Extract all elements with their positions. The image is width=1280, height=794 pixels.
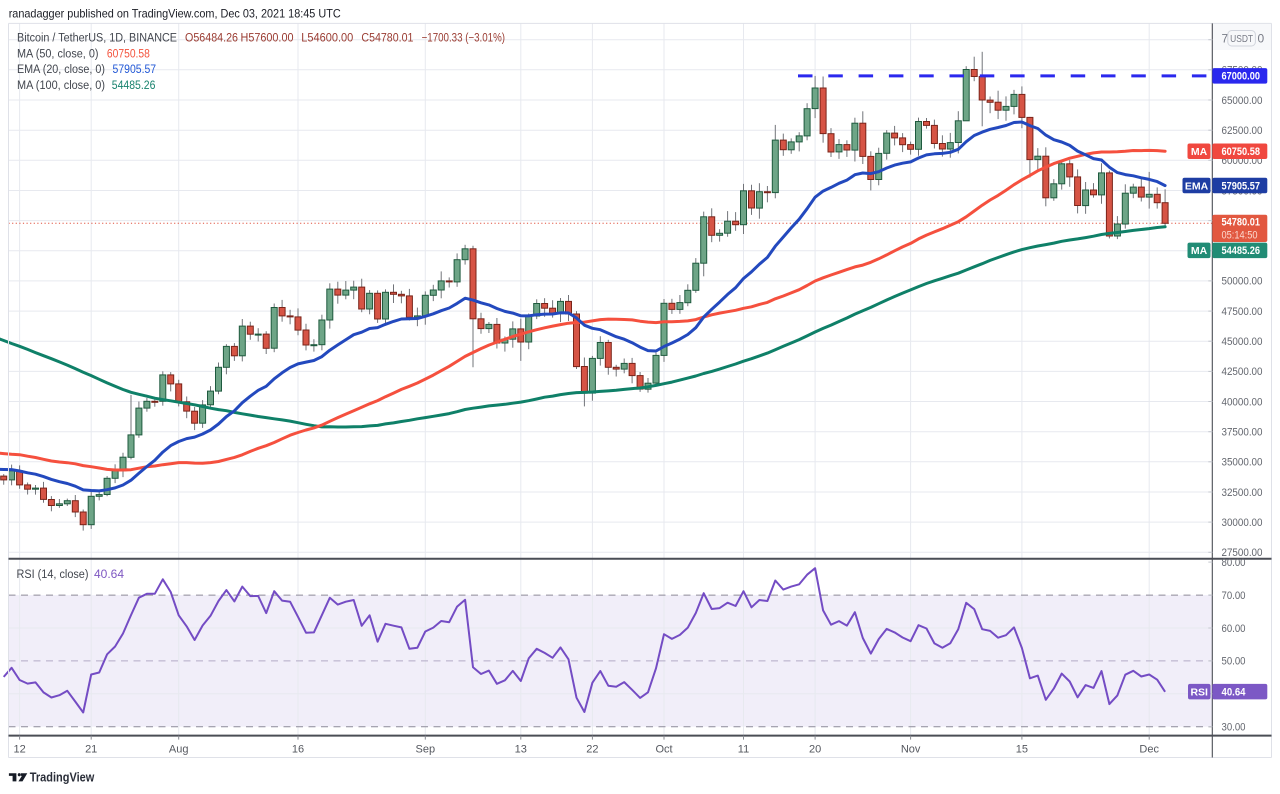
svg-text:57905.57: 57905.57 (113, 64, 157, 76)
svg-text:13: 13 (515, 744, 527, 756)
svg-text:EMA (20, close, 0): EMA (20, close, 0) (17, 64, 105, 76)
svg-text:32500.00: 32500.00 (1222, 487, 1263, 499)
svg-text:30000.00: 30000.00 (1222, 517, 1263, 529)
svg-text:40.64: 40.64 (94, 569, 125, 581)
svg-text:MA (50, close, 0): MA (50, close, 0) (17, 48, 99, 60)
svg-text:USDT: USDT (1230, 34, 1253, 45)
svg-text:47500.00: 47500.00 (1222, 306, 1263, 318)
svg-text:80.00: 80.00 (1222, 557, 1246, 569)
svg-text:65000.00: 65000.00 (1222, 95, 1263, 107)
svg-text:H57600.00: H57600.00 (241, 33, 294, 45)
svg-text:62500.00: 62500.00 (1222, 125, 1263, 137)
svg-text:45000.00: 45000.00 (1222, 336, 1263, 348)
svg-text:05:14:50: 05:14:50 (1222, 229, 1258, 241)
svg-text:11: 11 (738, 744, 749, 756)
svg-text:15: 15 (1016, 744, 1028, 756)
svg-text:EMA: EMA (1185, 180, 1209, 192)
svg-text:54485.26: 54485.26 (1222, 245, 1261, 257)
svg-text:Oct: Oct (655, 744, 672, 756)
svg-text:50000.00: 50000.00 (1222, 276, 1263, 288)
svg-text:35000.00: 35000.00 (1222, 457, 1263, 469)
svg-text:21: 21 (85, 744, 97, 756)
svg-text:70.00: 70.00 (1222, 590, 1246, 602)
svg-text:50.00: 50.00 (1222, 656, 1246, 668)
svg-text:RSI: RSI (1190, 687, 1208, 699)
svg-text:MA: MA (1191, 245, 1208, 257)
svg-text:20: 20 (809, 744, 821, 756)
svg-text:60750.58: 60750.58 (107, 48, 150, 60)
svg-text:40.64: 40.64 (1222, 687, 1247, 699)
svg-text:54780.01: 54780.01 (1222, 216, 1261, 228)
svg-text:Dec: Dec (1139, 744, 1159, 756)
svg-text:40000.00: 40000.00 (1222, 396, 1263, 408)
svg-text:27500.00: 27500.00 (1222, 547, 1263, 559)
svg-text:67000.00: 67000.00 (1222, 71, 1261, 83)
svg-text:54485.26: 54485.26 (112, 80, 156, 92)
svg-text:60.00: 60.00 (1222, 623, 1246, 635)
svg-text:Aug: Aug (169, 744, 189, 756)
svg-text:MA (100, close, 0): MA (100, close, 0) (17, 80, 105, 92)
svg-text:57905.57: 57905.57 (1222, 180, 1261, 192)
svg-text:16: 16 (292, 744, 304, 756)
svg-text:0: 0 (1258, 32, 1265, 46)
svg-text:42500.00: 42500.00 (1222, 366, 1263, 378)
svg-text:12: 12 (13, 744, 25, 756)
svg-text:60750.58: 60750.58 (1222, 146, 1261, 158)
svg-text:−1700.33 (−3.01%): −1700.33 (−3.01%) (422, 33, 506, 45)
svg-text:ranadagger published on Tradin: ranadagger published on TradingView.com,… (9, 7, 341, 21)
svg-text:Sep: Sep (416, 744, 436, 756)
svg-text:L54600.00: L54600.00 (301, 33, 353, 45)
svg-text:RSI (14, close): RSI (14, close) (17, 569, 89, 581)
svg-text:Nov: Nov (901, 744, 921, 756)
svg-text:O56484.26: O56484.26 (185, 33, 238, 45)
svg-text:Bitcoin / TetherUS, 1D, BINANC: Bitcoin / TetherUS, 1D, BINANCE (17, 33, 177, 45)
svg-text:7: 7 (1222, 32, 1229, 46)
svg-text:MA: MA (1191, 146, 1208, 158)
svg-text:TradingView: TradingView (30, 771, 95, 785)
svg-text:C54780.01: C54780.01 (361, 33, 413, 45)
svg-text:30.00: 30.00 (1222, 722, 1246, 734)
svg-text:37500.00: 37500.00 (1222, 427, 1263, 439)
svg-text:22: 22 (586, 744, 598, 756)
